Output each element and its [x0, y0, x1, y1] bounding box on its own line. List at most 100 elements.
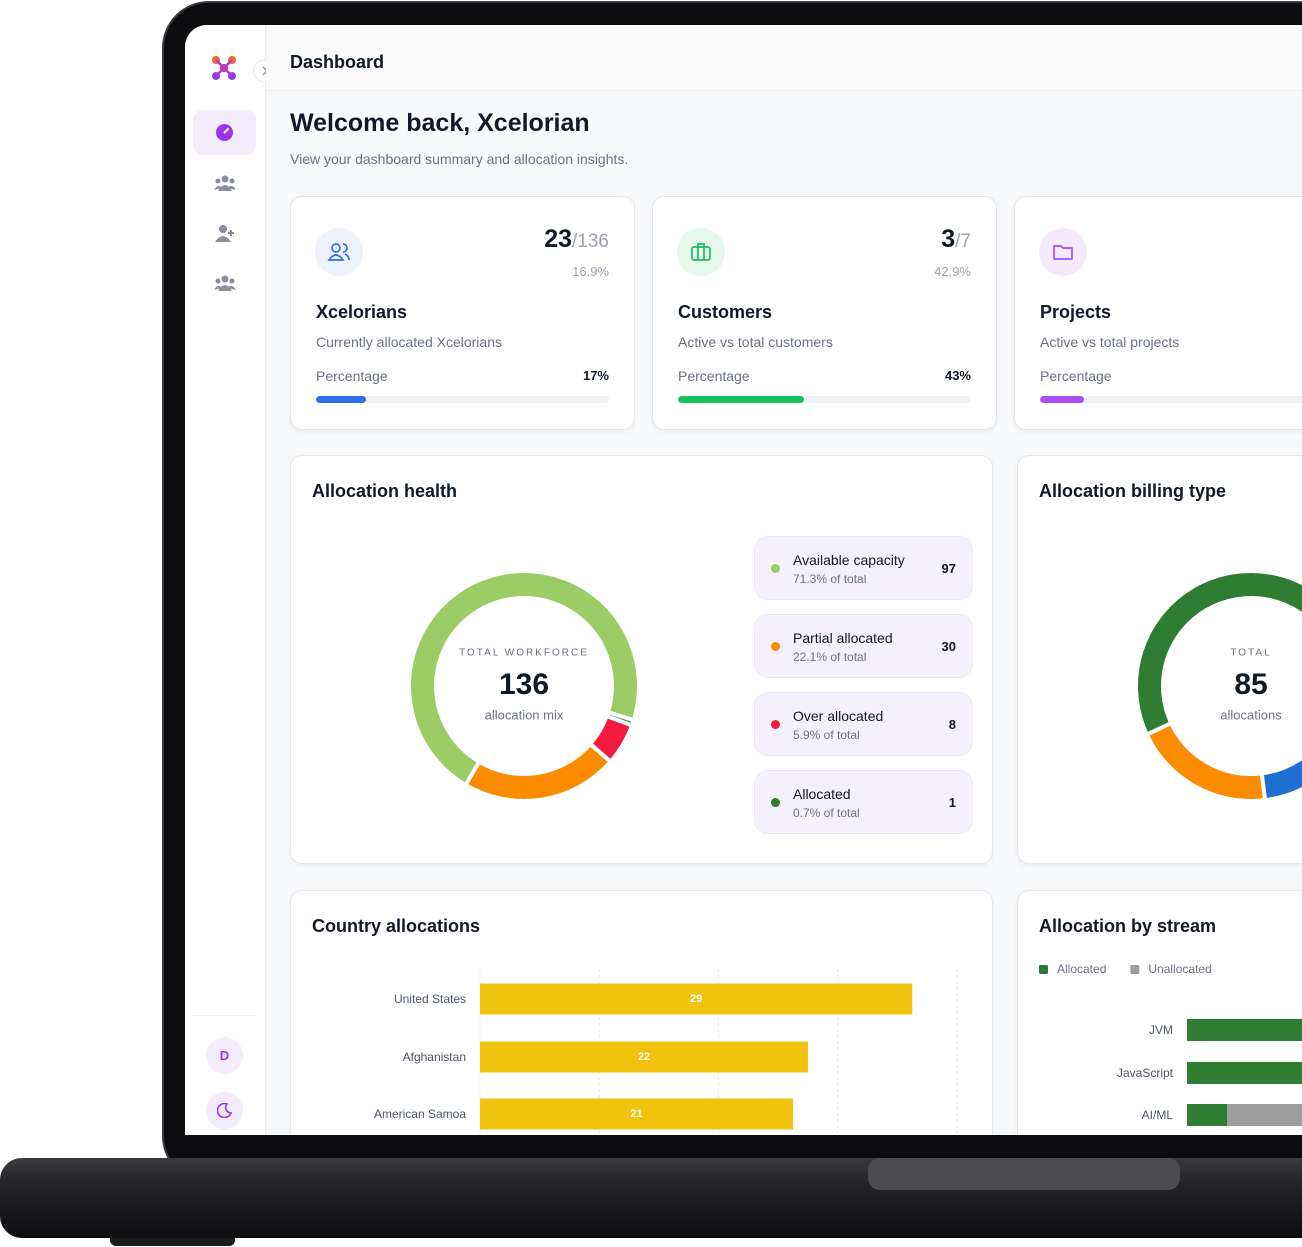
- legend-share: 71.3% of total: [793, 572, 867, 586]
- progress-bar: [1040, 396, 1084, 403]
- stat-share: 16.9%: [572, 264, 609, 279]
- panel-title: Allocation billing type: [1039, 481, 1227, 501]
- bar: [1187, 1104, 1227, 1126]
- legend-dot: [771, 798, 780, 807]
- stat-card: 3 Projects Active vs total projects Perc…: [1014, 196, 1302, 430]
- legend-share: 22.1% of total: [793, 650, 867, 664]
- bar: [1187, 1062, 1302, 1084]
- category-label: AI/ML: [1142, 1108, 1174, 1122]
- donut-segment: [604, 709, 637, 728]
- logo: [212, 56, 236, 80]
- legend-label: Allocated: [1057, 962, 1106, 976]
- bar: [480, 983, 913, 1015]
- stat-total: /7: [955, 231, 971, 252]
- donut-segment: [462, 741, 614, 803]
- legend-item: Over allocated 5.9% of total 8: [754, 692, 973, 756]
- stat-value: 3/7: [941, 225, 971, 254]
- legend-share: 5.9% of total: [793, 728, 860, 742]
- category-label: American Samoa: [374, 1107, 466, 1121]
- legend-dot: [771, 720, 780, 729]
- legend-item: Partial allocated 22.1% of total 30: [754, 614, 973, 678]
- percentage-value: 43%: [944, 368, 971, 383]
- legend-label: Unallocated: [1148, 962, 1211, 976]
- allocation-billing-panel: Allocation billing type TOTAL 85 allocatio…: [1017, 455, 1302, 864]
- legend-value: 1: [948, 795, 956, 810]
- stat-description: Active vs total customers: [678, 334, 833, 350]
- stat-count: 3: [941, 225, 956, 253]
- donut-chart: TOTAL 85 allocations: [1134, 569, 1302, 803]
- avatar[interactable]: D: [206, 1037, 243, 1074]
- donut-segment: [1144, 720, 1268, 803]
- bar-value-label: 21: [630, 1108, 642, 1120]
- stat-share: 42.9%: [934, 264, 971, 279]
- legend-name: Available capacity: [793, 552, 905, 568]
- legend-swatch: [1039, 965, 1048, 974]
- percentage-label: Percentage: [316, 368, 388, 384]
- nav-dashboard[interactable]: [193, 110, 256, 155]
- category-label: JVM: [1149, 1023, 1173, 1037]
- stat-icon: [1039, 228, 1087, 276]
- stat-value: 23/136: [544, 225, 609, 254]
- legend-share: 0.7% of total: [793, 806, 860, 820]
- top-bar: Dashboard: [266, 25, 1302, 91]
- nav-teams[interactable]: [214, 174, 236, 192]
- stat-total: /136: [572, 231, 609, 252]
- stat-title: Projects: [1040, 302, 1112, 322]
- legend-name: Over allocated: [793, 708, 884, 724]
- stat-count: 23: [544, 225, 573, 253]
- progress-bar: [678, 396, 804, 403]
- sidebar-divider: [193, 1015, 256, 1016]
- stat-icon: [315, 228, 363, 276]
- bar: [480, 1041, 808, 1073]
- legend-item: Available capacity 71.3% of total 97: [754, 536, 973, 600]
- stacked-bar-chart: Allocated Unallocated JVM JavaScript AI/ML: [1039, 962, 1302, 1126]
- welcome-title: Welcome back, Xcelorian: [290, 109, 590, 137]
- category-label: United States: [394, 992, 466, 1006]
- donut-total: 136: [499, 668, 549, 701]
- legend-name: Allocated: [793, 786, 851, 802]
- screen: D Dashboard Welcome back, Xcelorian View…: [185, 25, 1302, 1135]
- stat-description: Currently allocated Xcelorians: [316, 334, 502, 350]
- legend-swatch: [1130, 965, 1140, 974]
- legend-dot: [771, 642, 780, 651]
- donut-segment: [1259, 755, 1302, 803]
- nav-add-user[interactable]: [215, 224, 237, 242]
- percentage-value: 17%: [582, 368, 609, 383]
- panel-title: Country allocations: [312, 916, 481, 936]
- donut-chart: TOTAL WORKFORCE 136 allocation mix: [407, 569, 641, 803]
- stat-icon: [677, 228, 725, 276]
- percentage-label: Percentage: [1040, 368, 1112, 384]
- nav-groups[interactable]: [214, 274, 236, 292]
- donut-caption: allocation mix: [485, 707, 564, 722]
- allocation-health-panel: Allocation health TOTAL WORKFORCE 136 allo…: [290, 455, 993, 864]
- panel-title: Allocation health: [312, 481, 458, 501]
- legend-value: 8: [948, 717, 956, 732]
- bar: [1227, 1104, 1302, 1126]
- bar: [1187, 1019, 1302, 1041]
- sidebar: D: [185, 25, 266, 1135]
- donut-segment: [1134, 569, 1302, 738]
- progress-track: [1040, 396, 1302, 403]
- progress-track: [678, 396, 971, 403]
- category-label: Afghanistan: [403, 1050, 466, 1064]
- bar: [480, 1098, 794, 1130]
- donut-segment: [407, 569, 641, 788]
- donut-center-label: TOTAL WORKFORCE: [459, 648, 589, 659]
- stat-description: Active vs total projects: [1040, 334, 1180, 350]
- donut-center-label: TOTAL: [1230, 648, 1271, 659]
- welcome-subtitle: View your dashboard summary and allocati…: [290, 151, 629, 167]
- bar-value-label: 22: [638, 1051, 650, 1063]
- donut-total: 85: [1234, 668, 1267, 701]
- percentage-label: Percentage: [678, 368, 750, 384]
- page-title: Dashboard: [290, 52, 385, 72]
- category-label: JavaScript: [1117, 1066, 1174, 1080]
- allocation-stream-panel: Allocation by stream Allocated Unallocate…: [1017, 890, 1302, 1135]
- legend-value: 97: [941, 561, 956, 576]
- stat-card: 23/136 16.9% Xcelorians Currently alloca…: [290, 196, 635, 430]
- bar-chart: United States 29 Afghanistan 22 American Sam…: [374, 969, 958, 1135]
- stat-card: 3/7 42.9% Customers Active vs total cust…: [652, 196, 997, 430]
- legend-item: Allocated 0.7% of total 1: [754, 770, 973, 834]
- legend-dot: [771, 564, 780, 573]
- theme-toggle[interactable]: [206, 1092, 243, 1129]
- progress-bar: [316, 396, 366, 403]
